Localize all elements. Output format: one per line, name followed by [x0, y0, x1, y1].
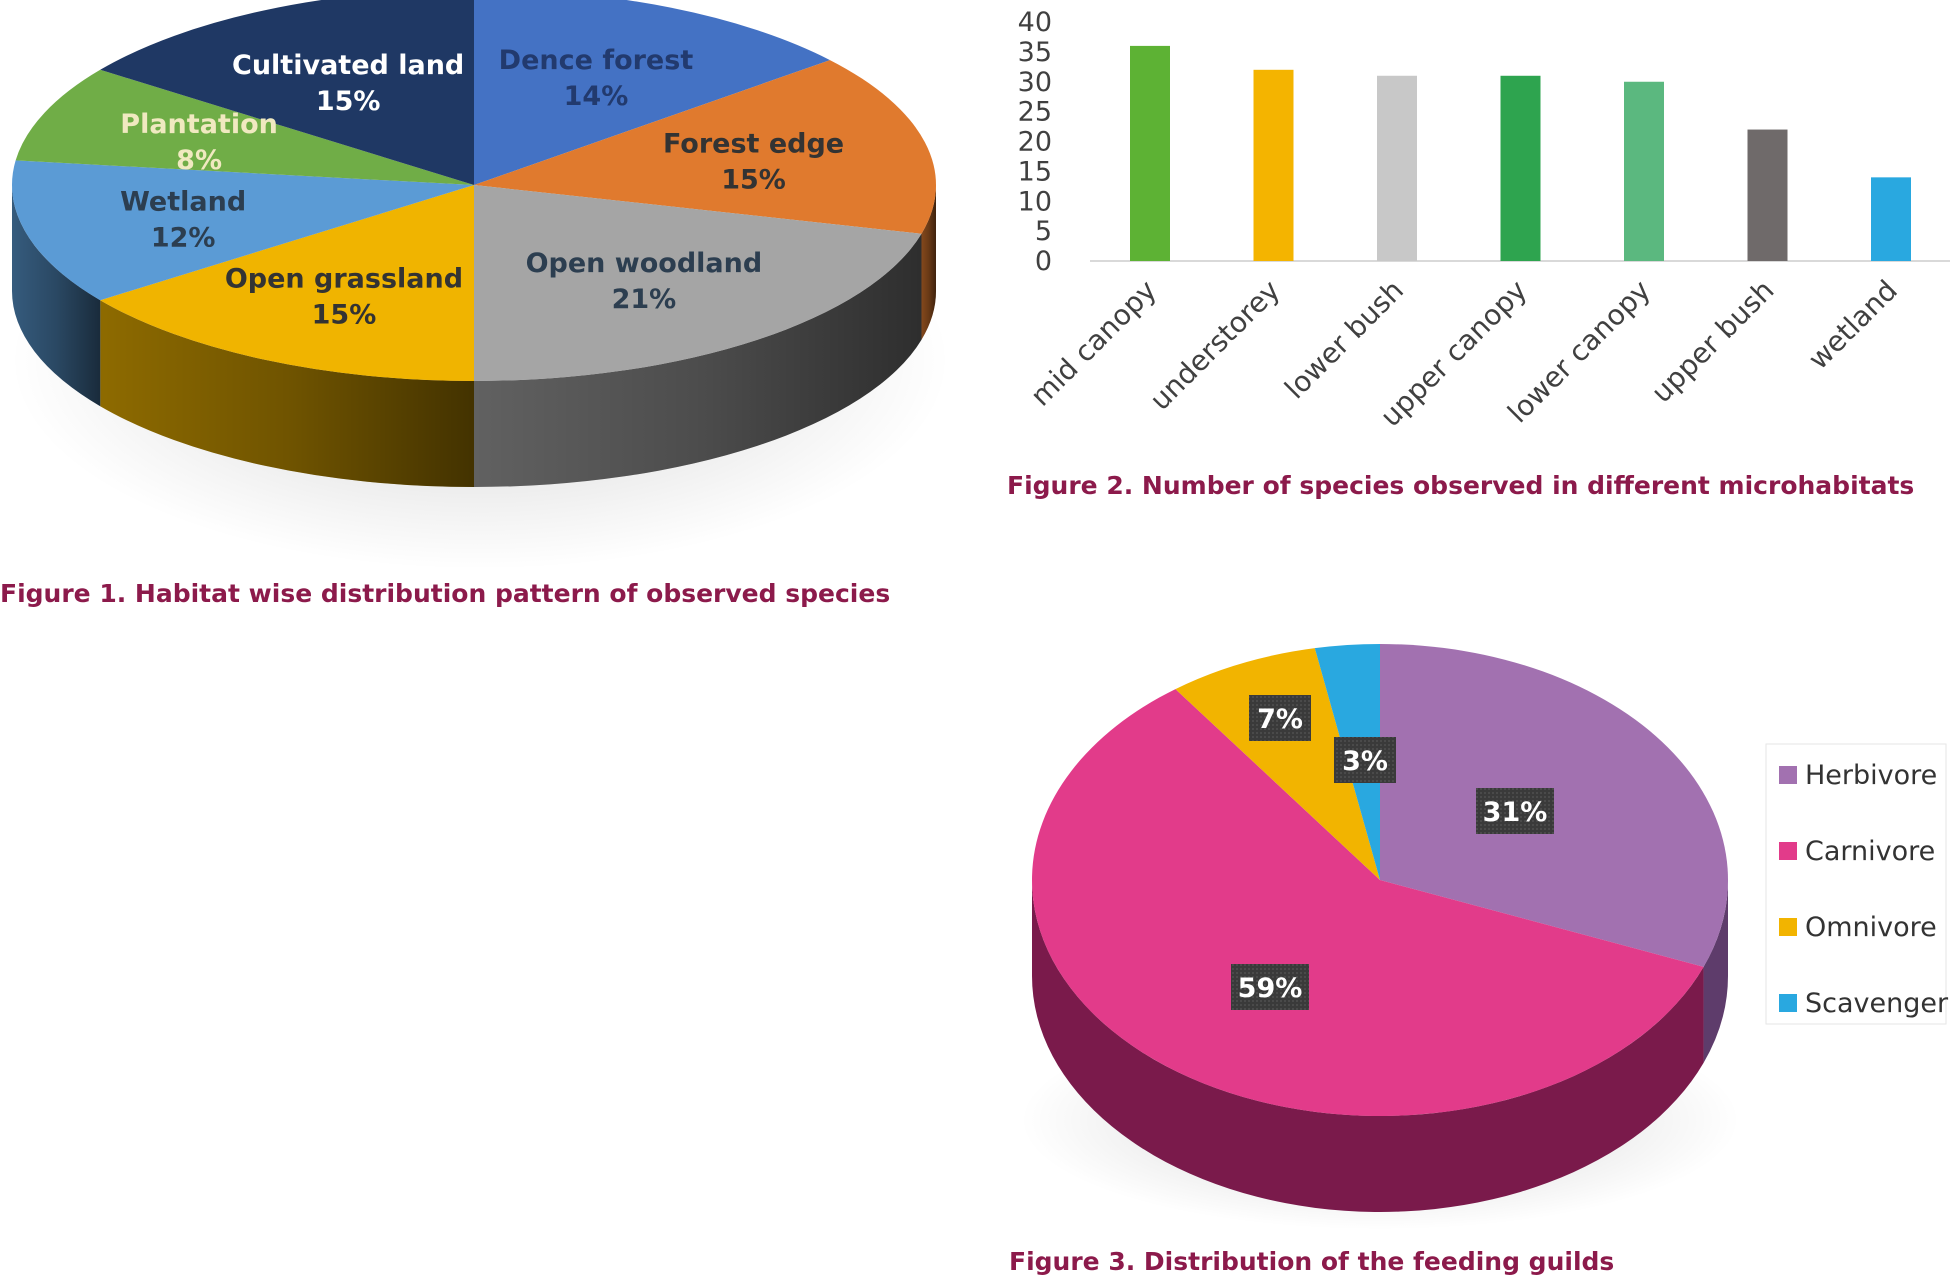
y-tick-25: 25	[1018, 97, 1052, 128]
slice-value-forest-edge: 15%	[721, 164, 786, 195]
legend-label-herbivore: Herbivore	[1805, 760, 1937, 791]
value-badge-text-carnivore: 59%	[1238, 973, 1303, 1004]
slice-value-dence-forest: 14%	[564, 81, 629, 112]
slice-label-wetland: Wetland	[120, 187, 246, 218]
figure-3-pie-chart: 31% 59% 7% 3% Herbivore Carnivore Omnivore Sca…	[1009, 644, 1949, 1276]
figure-1-caption: Figure 1. Habitat wise distribution patt…	[0, 579, 890, 608]
legend-label-carnivore: Carnivore	[1805, 836, 1935, 867]
legend-swatch-scavenger	[1779, 994, 1797, 1012]
pie-slice-open-grassland	[100, 185, 475, 381]
legend-swatch-herbivore	[1779, 766, 1797, 784]
x-label-wetland: wetland	[1802, 274, 1904, 376]
slice-value-open-woodland: 21%	[612, 284, 677, 315]
bar-lower-canopy	[1624, 81, 1664, 261]
legend: Herbivore Carnivore Omnivore Scavenger	[1779, 760, 1949, 1019]
bar-lower-bush	[1377, 75, 1417, 262]
pie-wall-shade	[921, 185, 936, 340]
value-badge-text-scavenger: 3%	[1342, 746, 1388, 777]
slice-value-open-grassland: 15%	[312, 299, 377, 330]
figure-3-caption: Figure 3. Distribution of the feeding gu…	[1009, 1247, 1614, 1276]
figure-1-pie-chart: Dence forest 14% Forest edge 15% Open woodla…	[0, 0, 950, 608]
y-tick-20: 20	[1018, 127, 1052, 158]
slice-label-plantation: Plantation	[120, 109, 278, 140]
bar-understorey	[1253, 69, 1294, 261]
y-tick-10: 10	[1018, 186, 1052, 217]
value-badge-herbivore	[1476, 788, 1554, 834]
legend-swatch-carnivore	[1779, 842, 1797, 860]
slice-value-cultivated-land: 15%	[316, 86, 381, 117]
pie-slice-plantation	[15, 69, 475, 185]
value-badge-omnivore	[1249, 695, 1311, 741]
pie-slice-omnivore	[1175, 648, 1380, 880]
slice-label-open-woodland: Open woodland	[526, 248, 763, 279]
pie-slice-wetland	[11, 160, 474, 301]
y-tick-15: 15	[1018, 156, 1052, 187]
y-tick-5: 5	[1035, 216, 1052, 247]
bar-upper-bush	[1747, 129, 1788, 261]
bar-wetland	[1871, 177, 1911, 261]
y-tick-0: 0	[1035, 246, 1052, 277]
bars	[1130, 45, 1911, 262]
pie-slice-open-woodland	[474, 185, 922, 381]
slice-value-plantation: 8%	[176, 145, 222, 176]
figure-2-caption: Figure 2. Number of species observed in …	[1007, 471, 1914, 500]
pie-slices	[1032, 644, 1728, 1116]
x-label-understorey: understorey	[1143, 274, 1286, 417]
pie-wall-herbivore	[1703, 880, 1729, 1063]
legend-box	[1765, 743, 1947, 1025]
pie-slice-forest-edge	[474, 60, 936, 234]
legend-swatch-omnivore	[1779, 918, 1797, 936]
slice-label-forest-edge: Forest edge	[663, 128, 844, 159]
y-tick-35: 35	[1018, 37, 1052, 68]
slice-label-cultivated-land: Cultivated land	[232, 50, 464, 81]
bar-upper-canopy	[1500, 75, 1541, 262]
value-badge-scavenger	[1334, 737, 1396, 783]
value-badge-text-herbivore: 31%	[1483, 797, 1548, 828]
slice-value-wetland: 12%	[151, 223, 216, 254]
pie-wall-carnivore	[1032, 880, 1704, 1212]
bar-mid-canopy	[1130, 45, 1170, 262]
slice-label-open-grassland: Open grassland	[225, 263, 463, 294]
pie-slice-labels: Dence forest 14% Forest edge 15% Open woodla…	[120, 45, 844, 330]
pie-wall-shade	[100, 300, 475, 487]
x-label-upper-bush: upper bush	[1645, 274, 1781, 410]
pie-value-badges: 31% 59% 7% 3%	[1231, 695, 1554, 1010]
pie-slices	[11, 0, 936, 381]
pie-slice-carnivore	[1032, 689, 1704, 1116]
x-label-lower-bush: lower bush	[1278, 274, 1410, 406]
value-badge-carnivore	[1231, 964, 1309, 1010]
pie-walls	[1032, 880, 1729, 1212]
legend-label-scavenger: Scavenger	[1805, 988, 1949, 1019]
y-tick-30: 30	[1018, 67, 1052, 98]
pie-slice-cultivated-land	[100, 0, 474, 185]
pie-wall-shade	[12, 185, 101, 407]
pie-slice-dence-forest	[474, 0, 830, 185]
legend-label-omnivore: Omnivore	[1805, 912, 1937, 943]
y-tick-40: 40	[1018, 7, 1052, 38]
pie-walls	[12, 185, 936, 487]
x-label-mid-canopy: mid canopy	[1024, 274, 1163, 413]
slice-label-dence-forest: Dence forest	[499, 45, 694, 76]
pie-wall-shade	[474, 233, 922, 487]
value-badge-text-omnivore: 7%	[1257, 704, 1303, 735]
